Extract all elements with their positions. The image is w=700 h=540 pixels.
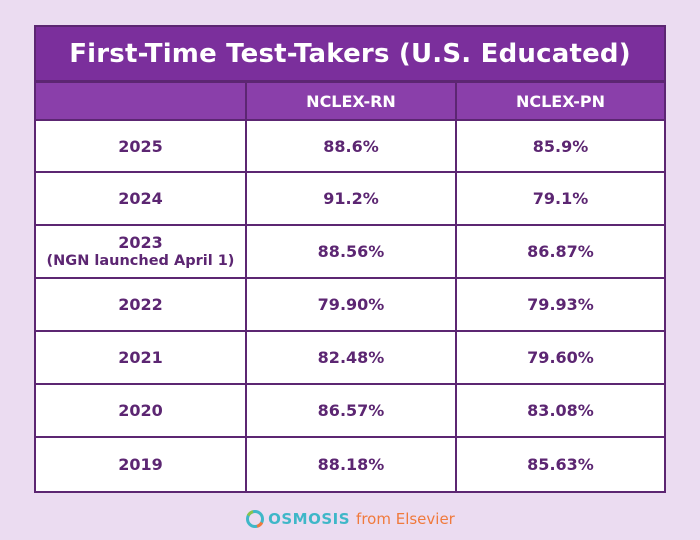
header-cell-nclex-pn: NCLEX-PN [457,83,664,119]
header-cell-empty [36,83,245,119]
nclex-pn-cell: 79.1% [457,173,664,224]
year-cell: 2019 [36,438,245,491]
year-cell: 2020 [36,385,245,436]
table-row: 2023 (NGN launched April 1) 88.56% 86.87… [36,226,664,277]
nclex-pn-cell: 83.08% [457,385,664,436]
table-title-bar: First-Time Test-Takers (U.S. Educated) [36,27,664,80]
table-row: 2019 88.18% 85.63% [36,438,664,491]
nclex-rn-cell: 82.48% [247,332,455,383]
table-row: 2021 82.48% 79.60% [36,332,664,383]
nclex-pn-cell: 86.87% [457,226,664,277]
nclex-rn-cell: 91.2% [247,173,455,224]
nclex-pn-cell: 85.63% [457,438,664,491]
year-cell: 2025 [36,121,245,171]
osmosis-brand-name: OSMOSIS [268,510,351,528]
nclex-rn-cell: 88.56% [247,226,455,277]
nclex-pn-cell: 85.9% [457,121,664,171]
table-row: 2020 86.57% 83.08% [36,385,664,436]
year-cell: 2022 [36,279,245,330]
osmosis-o-logo-icon [246,510,265,528]
nclex-rn-cell: 86.57% [247,385,455,436]
nclex-rn-cell: 79.90% [247,279,455,330]
table-row: 2022 79.90% 79.93% [36,279,664,330]
year-cell: 2024 [36,173,245,224]
year-note: (NGN launched April 1) [46,252,235,269]
nclex-pn-cell: 79.60% [457,332,664,383]
table-row: 2025 88.6% 85.9% [36,121,664,171]
pass-rate-table: First-Time Test-Takers (U.S. Educated) N… [34,25,666,493]
nclex-pn-cell: 79.93% [457,279,664,330]
table-title: First-Time Test-Takers (U.S. Educated) [69,38,631,69]
year-cell: 2021 [36,332,245,383]
nclex-rn-cell: 88.6% [247,121,455,171]
brand-tagline: from Elsevier [356,510,455,528]
header-cell-nclex-rn: NCLEX-RN [247,83,455,119]
nclex-rn-cell: 88.18% [247,438,455,491]
footer-branding: OSMOSIS from Elsevier [0,505,700,533]
table-row: 2024 91.2% 79.1% [36,173,664,224]
table-header-row: NCLEX-RN NCLEX-PN [36,83,664,119]
year-label: 2023 [118,232,163,252]
year-cell: 2023 (NGN launched April 1) [36,226,245,277]
